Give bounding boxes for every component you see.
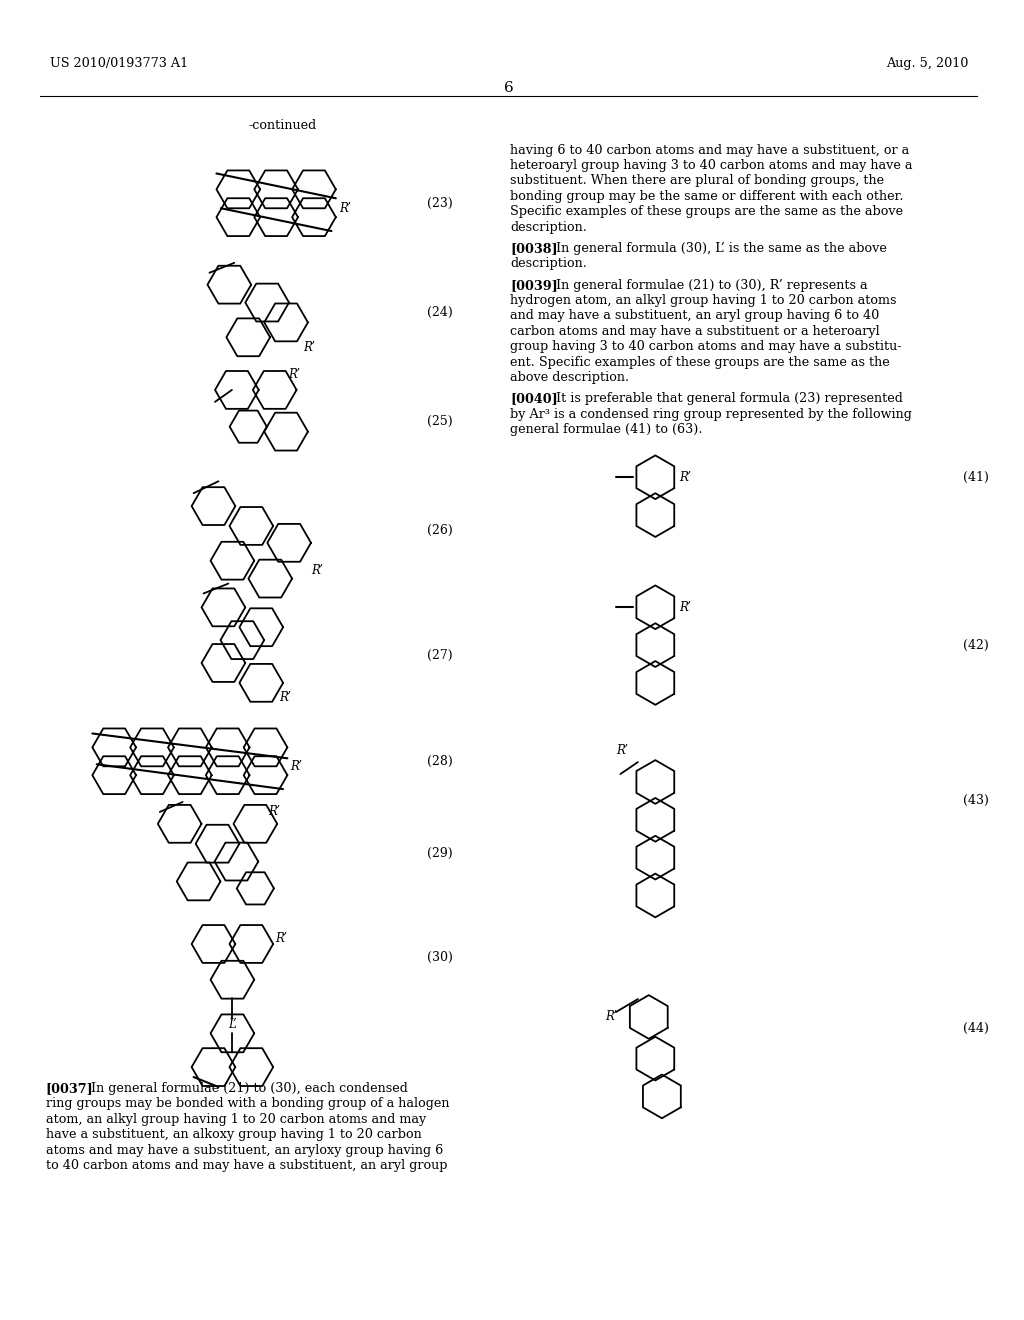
Text: R’: R’: [311, 564, 323, 577]
Text: general formulae (41) to (63).: general formulae (41) to (63).: [510, 424, 702, 436]
Text: Specific examples of these groups are the same as the above: Specific examples of these groups are th…: [510, 205, 903, 218]
Text: substituent. When there are plural of bonding groups, the: substituent. When there are plural of bo…: [510, 174, 885, 187]
Text: hydrogen atom, an alkyl group having 1 to 20 carbon atoms: hydrogen atom, an alkyl group having 1 t…: [510, 294, 897, 308]
Text: R’: R’: [268, 805, 281, 818]
Text: R’: R’: [605, 1011, 617, 1023]
Text: L’: L’: [228, 1018, 237, 1031]
Text: In general formula (30), L’ is the same as the above: In general formula (30), L’ is the same …: [556, 242, 887, 255]
Text: carbon atoms and may have a substituent or a heteroaryl: carbon atoms and may have a substituent …: [510, 325, 880, 338]
Text: R’: R’: [616, 744, 629, 758]
Text: R’: R’: [679, 471, 691, 483]
Text: 6: 6: [504, 81, 513, 95]
Text: heteroaryl group having 3 to 40 carbon atoms and may have a: heteroaryl group having 3 to 40 carbon a…: [510, 160, 912, 172]
Text: [0040]: [0040]: [510, 392, 558, 405]
Text: (28): (28): [427, 755, 453, 768]
Text: In general formulae (21) to (30), R’ represents a: In general formulae (21) to (30), R’ rep…: [556, 279, 867, 292]
Text: R’: R’: [679, 601, 691, 614]
Text: [0038]: [0038]: [510, 242, 558, 255]
Text: ent. Specific examples of these groups are the same as the: ent. Specific examples of these groups a…: [510, 355, 890, 368]
Text: description.: description.: [510, 220, 587, 234]
Text: R’: R’: [279, 692, 291, 705]
Text: (30): (30): [427, 952, 453, 965]
Text: (26): (26): [427, 524, 453, 537]
Text: [0039]: [0039]: [510, 279, 558, 292]
Text: description.: description.: [510, 257, 587, 271]
Text: having 6 to 40 carbon atoms and may have a substituent, or a: having 6 to 40 carbon atoms and may have…: [510, 144, 909, 157]
Text: (43): (43): [964, 795, 989, 808]
Text: have a substituent, an alkoxy group having 1 to 20 carbon: have a substituent, an alkoxy group havi…: [46, 1129, 422, 1142]
Text: to 40 carbon atoms and may have a substituent, an aryl group: to 40 carbon atoms and may have a substi…: [46, 1159, 447, 1172]
Text: US 2010/0193773 A1: US 2010/0193773 A1: [49, 57, 187, 70]
Text: (42): (42): [964, 639, 989, 652]
Text: and may have a substituent, an aryl group having 6 to 40: and may have a substituent, an aryl grou…: [510, 309, 880, 322]
Text: R’: R’: [288, 367, 300, 380]
Text: It is preferable that general formula (23) represented: It is preferable that general formula (2…: [556, 392, 903, 405]
Text: (23): (23): [427, 197, 453, 210]
Text: (27): (27): [427, 648, 453, 661]
Text: In general formulae (21) to (30), each condensed: In general formulae (21) to (30), each c…: [91, 1082, 409, 1096]
Text: bonding group may be the same or different with each other.: bonding group may be the same or differe…: [510, 190, 904, 203]
Text: above description.: above description.: [510, 371, 630, 384]
Text: group having 3 to 40 carbon atoms and may have a substitu-: group having 3 to 40 carbon atoms and ma…: [510, 341, 902, 354]
Text: R’: R’: [339, 202, 351, 215]
Text: (41): (41): [964, 471, 989, 483]
Text: (25): (25): [427, 416, 453, 428]
Text: (44): (44): [964, 1022, 989, 1035]
Text: ring groups may be bonded with a bonding group of a halogen: ring groups may be bonded with a bonding…: [46, 1097, 450, 1110]
Text: Aug. 5, 2010: Aug. 5, 2010: [886, 57, 968, 70]
Text: R’: R’: [303, 341, 315, 354]
Text: atoms and may have a substituent, an aryloxy group having 6: atoms and may have a substituent, an ary…: [46, 1143, 443, 1156]
Text: -continued: -continued: [249, 119, 317, 132]
Text: R’: R’: [291, 760, 302, 772]
Text: (29): (29): [427, 847, 453, 861]
Text: by Ar³ is a condensed ring group represented by the following: by Ar³ is a condensed ring group represe…: [510, 408, 912, 421]
Text: [0037]: [0037]: [46, 1082, 93, 1096]
Text: atom, an alkyl group having 1 to 20 carbon atoms and may: atom, an alkyl group having 1 to 20 carb…: [46, 1113, 426, 1126]
Text: (24): (24): [427, 306, 453, 319]
Text: R’: R’: [275, 932, 287, 945]
